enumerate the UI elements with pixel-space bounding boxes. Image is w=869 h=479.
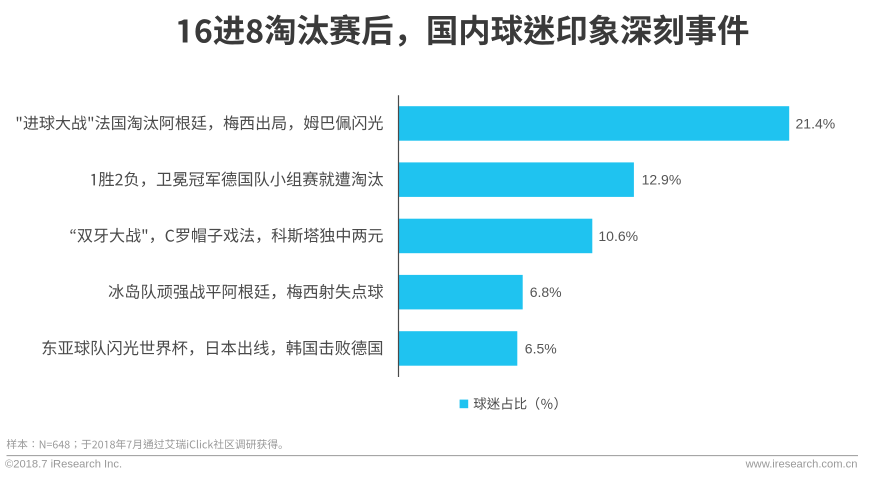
svg-text:www.iresearch.com.cn: www.iresearch.com.cn <box>745 459 858 471</box>
svg-text:10.6%: 10.6% <box>598 228 638 244</box>
svg-text:©2018.7 iResearch Inc.: ©2018.7 iResearch Inc. <box>5 459 122 471</box>
svg-text:6.8%: 6.8% <box>530 284 562 300</box>
svg-text:6.5%: 6.5% <box>525 340 557 356</box>
svg-text:12.9%: 12.9% <box>642 172 682 188</box>
svg-text:21.4%: 21.4% <box>796 116 836 132</box>
